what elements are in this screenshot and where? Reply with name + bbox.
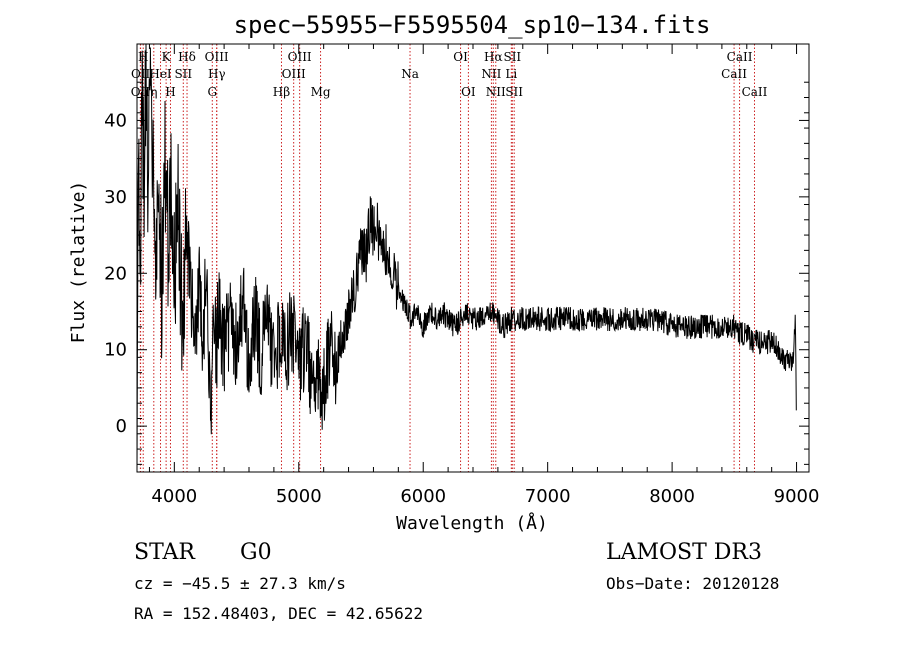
spectral-line-label: CaII: [742, 85, 768, 99]
y-tick-label: 30: [104, 187, 127, 208]
spectral-line-label: CaII: [727, 50, 753, 64]
spectral-line-label: NII: [481, 67, 501, 81]
plot-frame: [136, 43, 810, 473]
spectral-line-label: HeI: [149, 67, 172, 81]
spectral-line-label: Hγ: [208, 67, 226, 81]
redshift-velocity: cz = −45.5 ± 27.3 km/s: [134, 574, 346, 593]
spectral-line-label: OIII: [205, 50, 229, 64]
spectral-line-label: OIII: [282, 67, 306, 81]
ra-dec-coordinates: RA = 152.48403, DEC = 42.65622: [134, 604, 423, 623]
spectral-line-label: Na: [401, 67, 419, 81]
chart-title: spec−55955−F5595504_sp10−134.fits: [234, 11, 711, 39]
spectral-line-label: NII: [486, 85, 506, 99]
spectral-line-label: G: [207, 85, 217, 99]
spectral-line-label: η: [150, 85, 157, 99]
spectral-line-label: Li: [505, 67, 517, 81]
spectral-line-label: Mg: [311, 85, 331, 99]
spectral-line-label: Hδ: [178, 50, 196, 64]
x-axis-label: Wavelength (Å): [396, 512, 548, 534]
spectral-line-label: SII: [503, 50, 521, 64]
y-tick-label: 40: [104, 110, 127, 131]
y-axis-label: Flux (relative): [68, 181, 89, 344]
spectral-line-label: OI: [461, 85, 476, 99]
x-tick-label: 6000: [400, 486, 446, 507]
spectrum-line: [136, 43, 797, 473]
object-subclass: G0: [240, 540, 272, 565]
y-tick-label: 20: [104, 263, 127, 284]
object-class: STAR: [134, 540, 195, 565]
spectral-line-label: OIII: [288, 50, 312, 64]
survey-name: LAMOST DR3: [606, 540, 762, 565]
spectral-line-label: SII: [174, 67, 192, 81]
x-tick-label: 4000: [151, 486, 197, 507]
spectral-line-markers: [139, 44, 755, 472]
spectral-line-label: H: [138, 50, 148, 64]
spectral-line-label: SII: [505, 85, 523, 99]
spectral-line-labels: OIIOIIHηHeIKHSIIHδGOIIIHγHβOIIIOIIIMgNaO…: [131, 50, 768, 99]
spectral-line-label: OI: [453, 50, 468, 64]
spectral-line-label: K: [162, 50, 172, 64]
y-tick-label: 0: [116, 416, 127, 437]
x-tick-label: 8000: [649, 486, 695, 507]
spectral-line-label: H: [165, 85, 175, 99]
x-tick-label: 9000: [774, 486, 820, 507]
spectral-line-label: Hβ: [273, 85, 290, 99]
x-tick-label: 5000: [276, 486, 322, 507]
y-axis-ticks: 0 10 20 30 40: [104, 81, 809, 465]
x-tick-label: 7000: [525, 486, 571, 507]
spectral-line-label: OII: [131, 67, 151, 81]
y-tick-label: 10: [104, 340, 127, 361]
spectral-line-label: Hα: [484, 50, 503, 64]
observation-date: Obs−Date: 20120128: [606, 574, 780, 593]
x-axis-ticks: 4000 5000 6000 7000 8000 9000: [148, 44, 820, 507]
spectral-line-label: CaII: [721, 67, 747, 81]
